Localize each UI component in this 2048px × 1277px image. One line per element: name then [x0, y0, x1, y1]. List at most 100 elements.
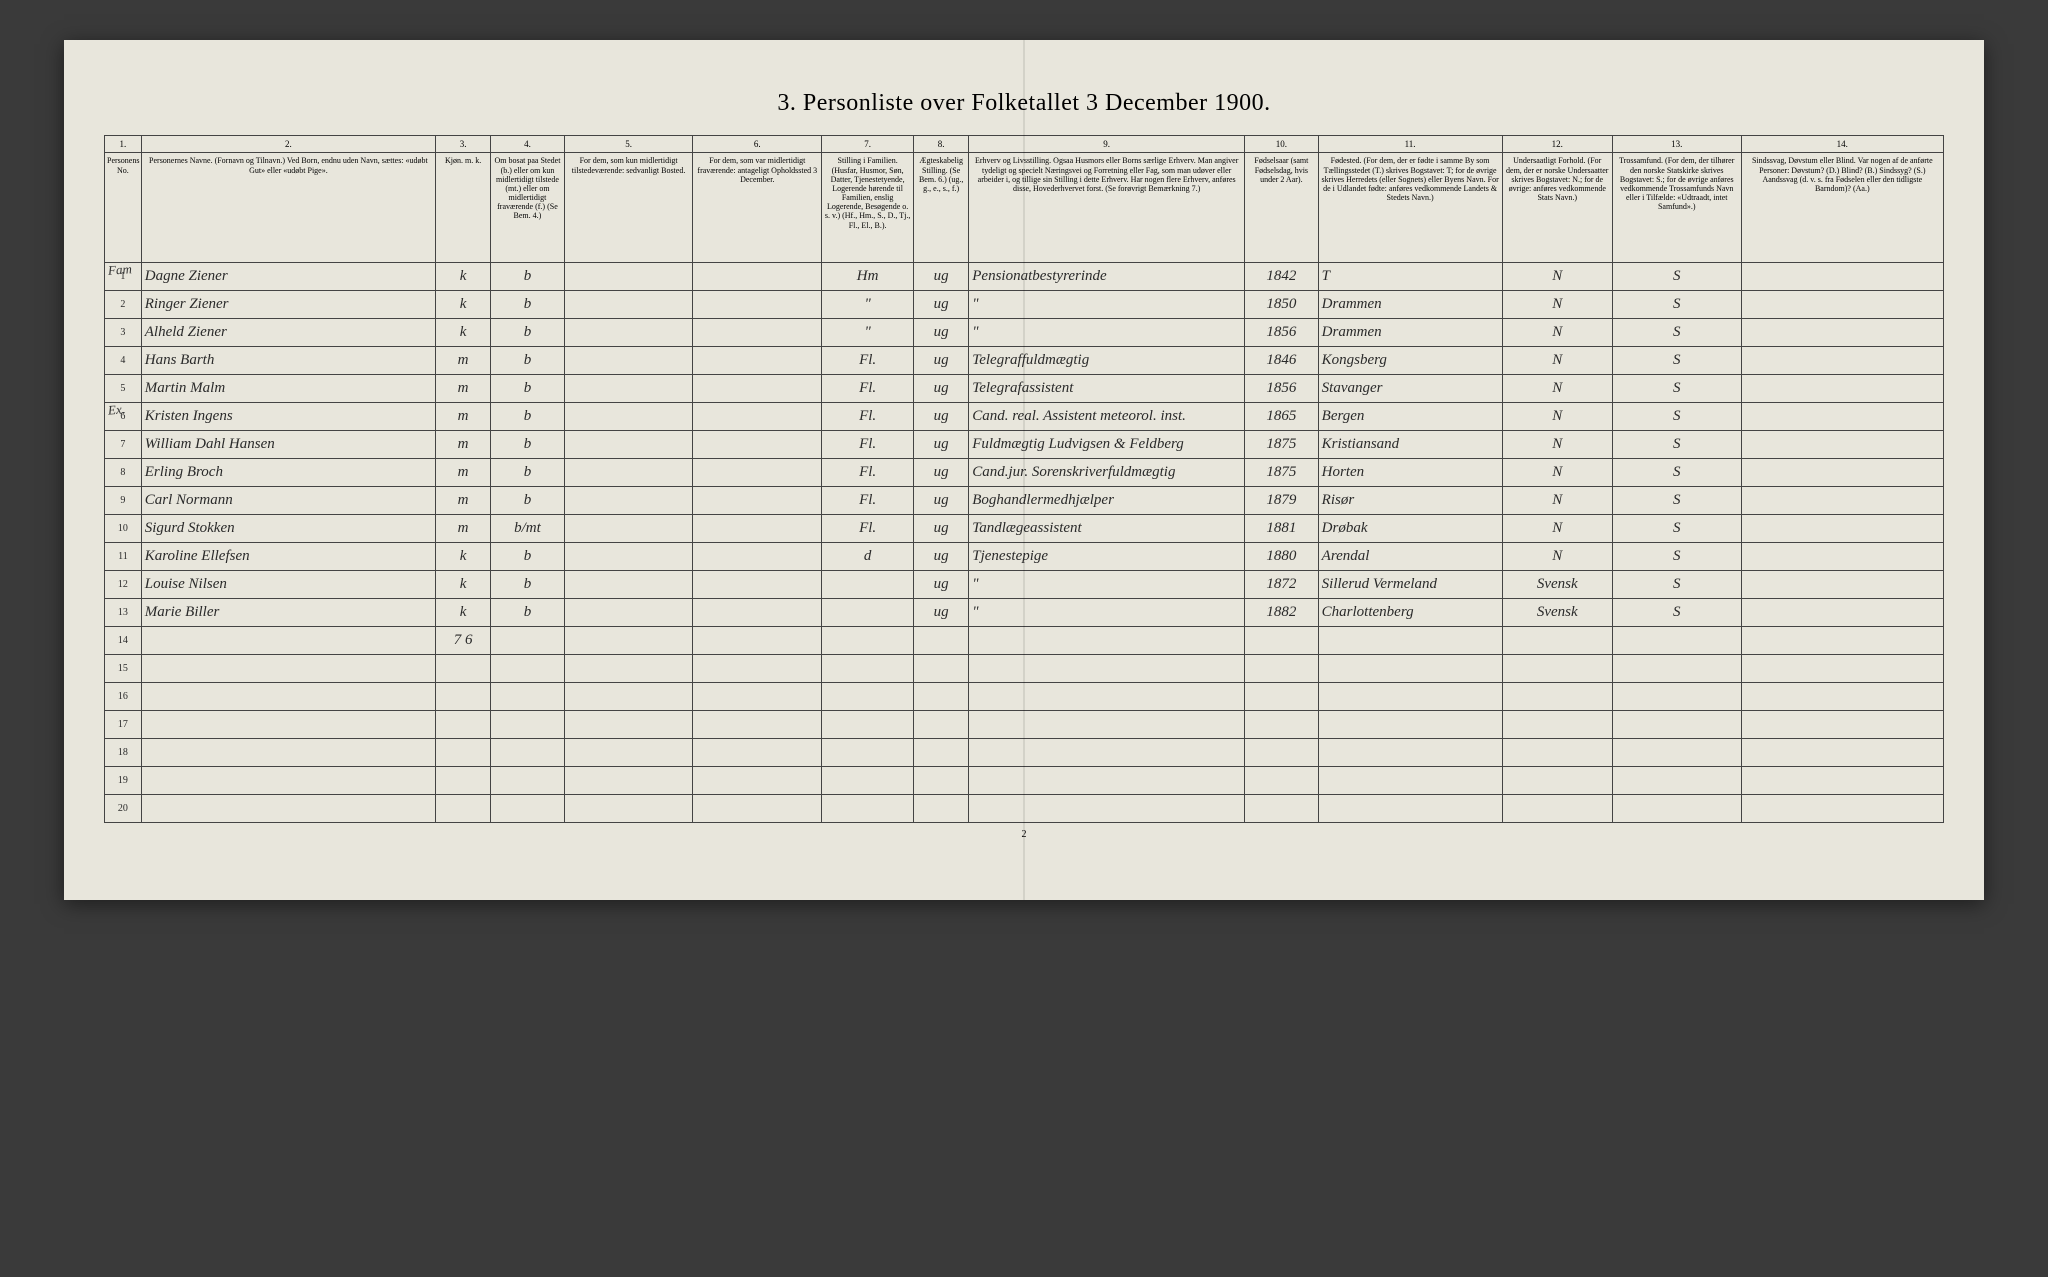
cell-yr: [1245, 795, 1319, 823]
column-header: Personens No.: [105, 153, 142, 263]
cell-dis: [1741, 767, 1943, 795]
cell-c6: [693, 515, 822, 543]
cell-mar: ug: [914, 319, 969, 347]
cell-bp: Horten: [1318, 459, 1502, 487]
cell-mar: ug: [914, 487, 969, 515]
cell-dis: [1741, 683, 1943, 711]
cell-sex: [436, 795, 491, 823]
cell-occ: ": [969, 291, 1245, 319]
column-header: Sindssvag, Døvstum eller Blind. Var noge…: [1741, 153, 1943, 263]
cell-fam: ": [822, 319, 914, 347]
cell-rel: [1612, 767, 1741, 795]
cell-bp: Risør: [1318, 487, 1502, 515]
cell-occ: ": [969, 319, 1245, 347]
column-number: 9.: [969, 136, 1245, 153]
cell-name: Alheld Ziener: [141, 319, 435, 347]
cell-c6: [693, 319, 822, 347]
cell-c5: [564, 571, 693, 599]
cell-fam: [822, 627, 914, 655]
cell-occ: ": [969, 599, 1245, 627]
cell-occ: [969, 767, 1245, 795]
cell-nat: [1502, 795, 1612, 823]
column-header: For dem, som var midlertidigt fraværende…: [693, 153, 822, 263]
cell-rel: [1612, 627, 1741, 655]
cell-name: Louise Nilsen: [141, 571, 435, 599]
cell-n: 9: [105, 487, 142, 515]
cell-res: b: [491, 263, 565, 291]
cell-mar: ug: [914, 543, 969, 571]
cell-fam: Hm: [822, 263, 914, 291]
cell-rel: S: [1612, 263, 1741, 291]
cell-yr: 1846: [1245, 347, 1319, 375]
column-number: 6.: [693, 136, 822, 153]
cell-mar: [914, 795, 969, 823]
column-number-row: 1.2.3.4.5.6.7.8.9.10.11.12.13.14.: [105, 136, 1944, 153]
cell-nat: N: [1502, 515, 1612, 543]
column-header: Fødselsaar (samt Fødselsdag, hvis under …: [1245, 153, 1319, 263]
cell-n: 11: [105, 543, 142, 571]
cell-bp: Kristiansand: [1318, 431, 1502, 459]
cell-dis: [1741, 487, 1943, 515]
cell-rel: S: [1612, 347, 1741, 375]
cell-yr: 1882: [1245, 599, 1319, 627]
column-number: 12.: [1502, 136, 1612, 153]
cell-res: b: [491, 347, 565, 375]
cell-dis: [1741, 403, 1943, 431]
cell-occ: Telegraffuldmægtig: [969, 347, 1245, 375]
cell-sex: k: [436, 599, 491, 627]
cell-c6: [693, 403, 822, 431]
cell-sex: k: [436, 571, 491, 599]
cell-c5: [564, 711, 693, 739]
cell-name: William Dahl Hansen: [141, 431, 435, 459]
cell-occ: [969, 711, 1245, 739]
cell-c6: [693, 347, 822, 375]
cell-dis: [1741, 431, 1943, 459]
cell-occ: Cand.jur. Sorenskriverfuldmægtig: [969, 459, 1245, 487]
cell-name: Marie Biller: [141, 599, 435, 627]
cell-yr: [1245, 627, 1319, 655]
table-row: 6Kristen IngensmbFl.ugCand. real. Assist…: [105, 403, 1944, 431]
cell-rel: S: [1612, 543, 1741, 571]
cell-yr: [1245, 655, 1319, 683]
cell-name: Karoline Ellefsen: [141, 543, 435, 571]
cell-fam: [822, 795, 914, 823]
cell-sex: m: [436, 515, 491, 543]
cell-res: b: [491, 543, 565, 571]
table-row: 17: [105, 711, 1944, 739]
cell-bp: [1318, 795, 1502, 823]
cell-fam: [822, 599, 914, 627]
cell-nat: [1502, 655, 1612, 683]
cell-res: b: [491, 291, 565, 319]
cell-n: 2: [105, 291, 142, 319]
cell-mar: ug: [914, 291, 969, 319]
table-head: 1.2.3.4.5.6.7.8.9.10.11.12.13.14. Person…: [105, 136, 1944, 263]
margin-note-ex: Ex.: [107, 401, 125, 418]
cell-occ: ": [969, 571, 1245, 599]
cell-mar: ug: [914, 403, 969, 431]
column-number: 4.: [491, 136, 565, 153]
table-row: 5Martin MalmmbFl.ugTelegrafassistent1856…: [105, 375, 1944, 403]
cell-bp: Sillerud Vermeland: [1318, 571, 1502, 599]
cell-mar: ug: [914, 347, 969, 375]
cell-c5: [564, 375, 693, 403]
cell-fam: ": [822, 291, 914, 319]
table-row: 2Ringer Zienerkb"ug"1850DrammenNS: [105, 291, 1944, 319]
column-header: For dem, som kun midlertidigt tilstedevæ…: [564, 153, 693, 263]
column-number: 2.: [141, 136, 435, 153]
cell-fam: Fl.: [822, 459, 914, 487]
cell-bp: Drammen: [1318, 291, 1502, 319]
cell-dis: [1741, 571, 1943, 599]
cell-bp: [1318, 767, 1502, 795]
cell-occ: [969, 655, 1245, 683]
column-number: 8.: [914, 136, 969, 153]
table-row: 11Karoline EllefsenkbdugTjenestepige1880…: [105, 543, 1944, 571]
cell-mar: ug: [914, 459, 969, 487]
cell-dis: [1741, 459, 1943, 487]
table-row: 15: [105, 655, 1944, 683]
cell-mar: ug: [914, 375, 969, 403]
table-row: 10Sigurd Stokkenmb/mtFl.ugTandlægeassist…: [105, 515, 1944, 543]
cell-nat: Svensk: [1502, 571, 1612, 599]
cell-name: [141, 683, 435, 711]
cell-name: Sigurd Stokken: [141, 515, 435, 543]
cell-name: [141, 627, 435, 655]
